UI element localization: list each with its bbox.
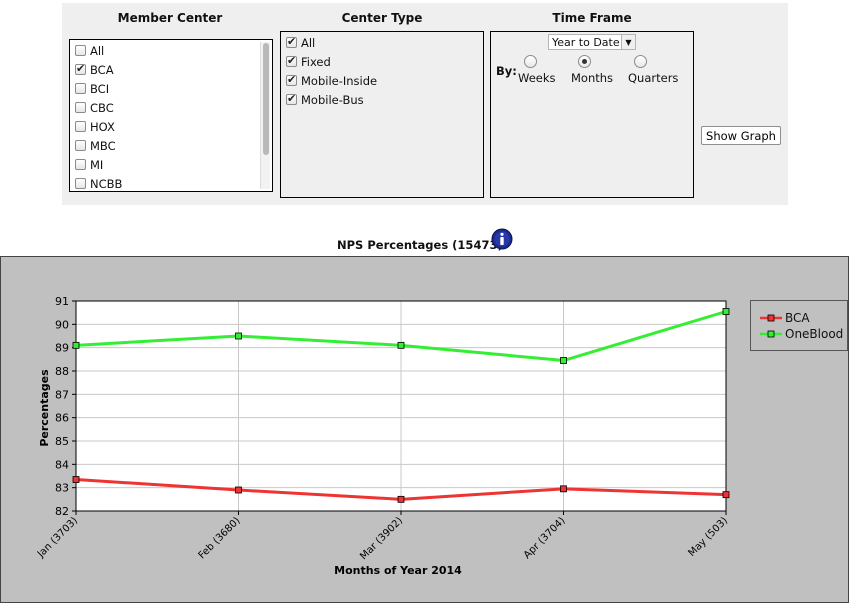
- scrollbar-thumb[interactable]: [263, 43, 269, 155]
- member-option-mbc[interactable]: MBC: [75, 137, 116, 154]
- center-option-mobile-bus[interactable]: Mobile-Bus: [286, 91, 364, 108]
- data-point-oneblood: [72, 341, 80, 349]
- data-point-bca: [560, 485, 567, 493]
- time-frame-select[interactable]: Year to Date ▼: [548, 34, 636, 50]
- member-option-hox[interactable]: HOX: [75, 118, 115, 135]
- legend-swatch-oneblood: [760, 330, 782, 338]
- y-tick-label: 85: [55, 435, 69, 448]
- data-point-oneblood: [235, 332, 242, 340]
- center-type-title: Center Type: [341, 11, 423, 25]
- option-label: CBC: [90, 100, 114, 115]
- x-tick-label: Mar (3902): [358, 515, 405, 562]
- data-point-bca: [235, 486, 242, 494]
- option-label: Mobile-Inside: [301, 73, 378, 88]
- x-tick-label: Feb (3680): [197, 515, 243, 561]
- checkbox[interactable]: [286, 54, 297, 67]
- checkbox[interactable]: [75, 83, 86, 94]
- show-graph-button[interactable]: Show Graph: [701, 126, 781, 145]
- x-tick-label: May (503): [686, 515, 730, 559]
- center-option-all[interactable]: All: [286, 34, 315, 51]
- time-frame-box: Year to Date ▼ By: Weeks Months Quarters: [490, 31, 694, 198]
- option-label: BCA: [90, 62, 114, 77]
- y-tick-label: 91: [55, 295, 69, 308]
- filter-panel: Member Center Center Type Time Frame All…: [62, 3, 788, 205]
- plot-border: [75, 300, 727, 512]
- checkbox[interactable]: [75, 102, 86, 113]
- y-tick-label: 83: [55, 482, 69, 495]
- option-label: Fixed: [301, 54, 331, 69]
- member-option-bca[interactable]: BCA: [75, 61, 114, 78]
- y-tick-label: 84: [55, 458, 69, 471]
- checkbox[interactable]: [75, 121, 86, 132]
- radio-label-weeks: Weeks: [518, 71, 556, 85]
- y-tick-label: 87: [55, 388, 69, 401]
- checkbox[interactable]: [75, 62, 86, 75]
- legend-label: OneBlood: [785, 327, 844, 341]
- option-label: All: [90, 43, 105, 58]
- option-label: HOX: [90, 119, 115, 134]
- data-point-bca: [397, 495, 405, 503]
- y-tick-label: 82: [55, 505, 69, 518]
- option-label: MI: [90, 157, 104, 172]
- chart-legend: BCA OneBlood: [750, 300, 848, 351]
- center-option-mobile-inside[interactable]: Mobile-Inside: [286, 72, 377, 89]
- checkbox[interactable]: [75, 45, 86, 56]
- y-tick-label: 89: [55, 342, 69, 355]
- option-label: BCI: [90, 81, 110, 96]
- member-option-mi[interactable]: MI: [75, 156, 103, 173]
- data-point-oneblood: [397, 341, 405, 349]
- checkbox[interactable]: [75, 159, 86, 170]
- member-center-title: Member Center: [117, 11, 223, 25]
- y-tick-label: 90: [55, 318, 69, 331]
- option-label: MBC: [90, 138, 116, 153]
- option-label: NCBB: [90, 176, 123, 191]
- center-type-box: All Fixed Mobile-Inside Mobile-Bus: [280, 31, 484, 198]
- member-option-cbc[interactable]: CBC: [75, 99, 114, 116]
- y-axis-label: Percentages: [38, 369, 51, 447]
- chart-title: NPS Percentages (15473): [337, 238, 503, 252]
- list-scrollbar[interactable]: [260, 42, 270, 189]
- dropdown-arrow-icon[interactable]: ▼: [621, 35, 635, 49]
- x-tick-label: Jan (3703): [35, 515, 80, 560]
- radio-label-quarters: Quarters: [628, 71, 679, 85]
- by-label: By:: [496, 64, 517, 78]
- radio-quarters[interactable]: [634, 55, 647, 68]
- checkbox[interactable]: [75, 140, 86, 151]
- member-option-bci[interactable]: BCI: [75, 80, 109, 97]
- checkbox[interactable]: [286, 73, 297, 86]
- radio-weeks[interactable]: [524, 55, 537, 68]
- checkbox[interactable]: [286, 35, 297, 48]
- member-option-all[interactable]: All: [75, 42, 104, 59]
- radio-label-months: Months: [571, 71, 614, 85]
- center-option-fixed[interactable]: Fixed: [286, 53, 331, 70]
- radio-months[interactable]: [578, 55, 591, 68]
- member-option-ncbb[interactable]: NCBB: [75, 175, 123, 191]
- data-point-bca: [722, 491, 730, 499]
- data-point-bca: [72, 476, 80, 483]
- option-label: All: [301, 35, 316, 50]
- legend-label: BCA: [785, 311, 810, 325]
- info-icon[interactable]: [491, 228, 513, 250]
- select-value: Year to Date: [552, 35, 620, 49]
- y-tick-label: 88: [55, 365, 69, 378]
- checkbox[interactable]: [75, 178, 86, 189]
- legend-item-bca: BCA: [760, 311, 810, 325]
- legend-swatch-bca: [760, 314, 782, 322]
- member-center-list[interactable]: All BCA BCI CBC HOX MBC MI NCBB: [69, 39, 273, 192]
- checkbox[interactable]: [286, 92, 297, 105]
- data-point-oneblood: [560, 357, 567, 364]
- x-axis-label: Months of Year 2014: [334, 564, 462, 577]
- data-point-oneblood: [722, 308, 730, 315]
- option-label: Mobile-Bus: [301, 92, 364, 107]
- y-tick-label: 86: [55, 412, 69, 425]
- x-tick-label: Apr (3704): [522, 515, 568, 561]
- time-frame-title: Time Frame: [552, 11, 632, 25]
- legend-item-oneblood: OneBlood: [760, 327, 843, 341]
